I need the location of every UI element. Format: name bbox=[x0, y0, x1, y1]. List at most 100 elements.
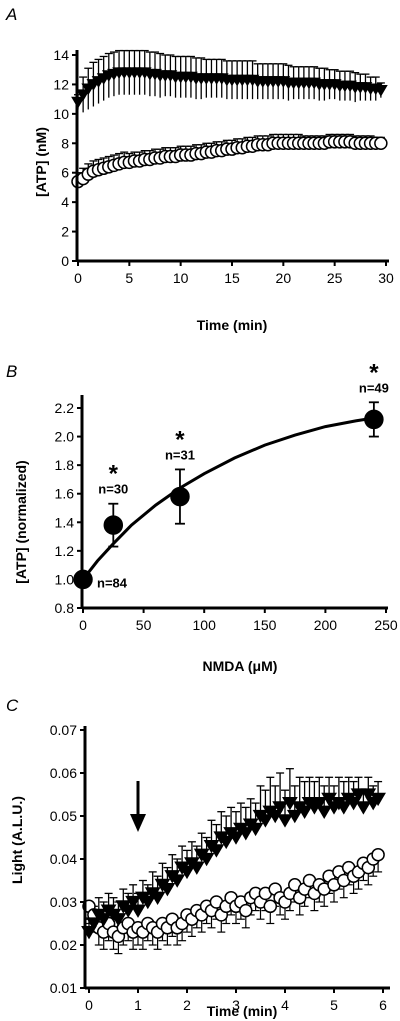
panel-c-arrow-head bbox=[130, 814, 146, 832]
panel-a-x-tick-label: 15 bbox=[224, 270, 240, 286]
panel-a-y-tick-label: 2 bbox=[61, 224, 69, 240]
panel-b-y-tick-label: 1.4 bbox=[55, 514, 75, 530]
panel-c-triangle-point bbox=[110, 913, 127, 927]
panel-c-triangle-point bbox=[335, 801, 352, 815]
panel-c-y-axis-label: Light (A.L.U.) bbox=[9, 796, 25, 884]
panel-c-circle-point bbox=[263, 899, 278, 914]
panel-a-x-axis-label: Time (min) bbox=[197, 317, 268, 333]
panel-a-chart: A 0 2 4 6 8 10 12 14 0 5 10 15 20 25 30 Time (min) [AT… bbox=[5, 5, 394, 333]
panel-c-triangle-point bbox=[198, 852, 215, 867]
panel-c-y-tick-label: 0.04 bbox=[50, 851, 77, 867]
panel-c-triangle-point bbox=[169, 874, 186, 888]
panel-c-triangle-point bbox=[277, 814, 293, 828]
panel-c-triangle-point bbox=[95, 913, 112, 927]
panel-c-y-tick-label: 0.03 bbox=[50, 894, 77, 910]
panel-b-y-tick-label: 2.0 bbox=[55, 429, 75, 445]
panel-a-y-tick-label: 12 bbox=[53, 76, 69, 92]
panel-b-fit-curve bbox=[81, 416, 375, 581]
panel-c-triangle-point bbox=[272, 801, 288, 815]
panel-b-point bbox=[364, 409, 384, 430]
panel-a-label: A bbox=[5, 5, 17, 24]
panel-a-y-tick-label: 6 bbox=[61, 165, 69, 181]
panel-c-y-tick-label: 0.06 bbox=[50, 765, 77, 781]
panel-a-x-tick-label: 20 bbox=[276, 270, 292, 286]
panel-a-y-axis-label: [ATP] (nM) bbox=[33, 127, 49, 197]
panel-c-triangle-point bbox=[247, 822, 264, 837]
panel-b-n-label: n=84 bbox=[97, 575, 128, 590]
panel-a-triangle-point bbox=[373, 85, 388, 97]
panel-c-x-axis-label: Time (min) bbox=[207, 1003, 278, 1019]
panel-b-x-tick-label: 50 bbox=[136, 617, 152, 633]
panel-c-chart: C 0.01 0.02 0.03 0.04 0.05 0.06 0.07 0 1 2 3 4 5 6 Ti… bbox=[6, 696, 390, 1019]
panel-c-triangle-point bbox=[311, 797, 328, 811]
panel-b-point bbox=[170, 486, 190, 507]
panel-a-x-tick-label: 10 bbox=[173, 270, 189, 286]
panel-c-triangle-point bbox=[228, 831, 244, 845]
panel-b-axes: 0.8 1.0 1.2 1.4 1.6 1.8 2.0 2.2 0 50 100 150 200 250 bbox=[55, 395, 398, 633]
panel-c-x-tick-label: 1 bbox=[134, 997, 142, 1013]
panel-c-y-tick-label: 0.02 bbox=[50, 937, 77, 953]
panel-a-x-tick-label: 30 bbox=[378, 270, 394, 286]
panel-c-x-tick-label: 2 bbox=[183, 997, 191, 1013]
panel-b-chart: B n=84n=30*n=31*n=49* 0.81.01.21.41.61.8… bbox=[6, 359, 398, 674]
panel-b-significance-star: * bbox=[175, 426, 185, 453]
panel-c-marks bbox=[81, 768, 386, 955]
panel-b-marks: n=84n=30*n=31*n=49* bbox=[73, 359, 389, 590]
panel-c-triangle-point bbox=[159, 883, 176, 897]
panel-c-x-tick-label: 0 bbox=[85, 997, 93, 1013]
panel-b-significance-star: * bbox=[109, 461, 119, 488]
panel-a-x-tick-label: 5 bbox=[125, 270, 133, 286]
panel-b-y-tick-label: 1.8 bbox=[55, 457, 75, 473]
panel-b-n-label: n=49 bbox=[359, 380, 389, 395]
panel-c-triangle-point bbox=[208, 844, 225, 858]
panel-c-triangle-point bbox=[350, 788, 367, 802]
panel-a-triangle-point bbox=[76, 89, 91, 102]
panel-b-x-tick-label: 100 bbox=[193, 617, 217, 633]
panel-a-circle-point bbox=[374, 136, 388, 151]
panel-c-y-tick-label: 0.07 bbox=[50, 722, 77, 738]
panel-c-triangle-point bbox=[125, 895, 141, 910]
panel-a-y-tick-label: 14 bbox=[53, 47, 69, 63]
panel-b-y-tick-label: 0.8 bbox=[55, 600, 75, 616]
panel-c-triangle-point bbox=[86, 917, 102, 931]
panel-b-x-tick-label: 250 bbox=[374, 617, 398, 633]
panel-c-circle-point bbox=[371, 847, 385, 862]
panel-a-axes: 0 2 4 6 8 10 12 14 0 5 10 15 20 25 30 bbox=[53, 47, 394, 286]
panel-c-circle-point bbox=[239, 903, 253, 918]
panel-c-x-tick-label: 4 bbox=[281, 997, 289, 1013]
panel-a-x-tick-label: 0 bbox=[74, 270, 82, 286]
panel-a-y-tick-label: 8 bbox=[61, 135, 69, 151]
panel-b-y-tick-label: 1.0 bbox=[55, 571, 75, 587]
panel-c-y-tick-label: 0.01 bbox=[50, 980, 77, 996]
panel-c-triangle-point bbox=[218, 835, 235, 850]
panel-b-x-tick-label: 0 bbox=[79, 617, 87, 633]
panel-b-label: B bbox=[6, 362, 17, 381]
panel-c-x-tick-label: 5 bbox=[330, 997, 338, 1013]
panel-a-y-tick-label: 10 bbox=[53, 106, 69, 122]
panel-c-triangle-point bbox=[370, 792, 386, 807]
panel-b-significance-star: * bbox=[369, 359, 379, 386]
panel-c-triangle-point bbox=[130, 904, 146, 918]
panel-c-axes: 0.01 0.02 0.03 0.04 0.05 0.06 0.07 0 1 2 3 4 5 6 bbox=[50, 722, 390, 1013]
panel-c-triangle-point bbox=[179, 865, 195, 880]
panel-c-triangle-point bbox=[257, 814, 274, 828]
panel-c-triangle-point bbox=[355, 801, 372, 815]
panel-b-x-tick-label: 200 bbox=[314, 617, 338, 633]
panel-b-y-tick-label: 1.2 bbox=[55, 543, 75, 559]
panel-c-triangle-point bbox=[188, 861, 205, 875]
panel-c-x-tick-label: 3 bbox=[232, 997, 240, 1013]
panel-a-y-tick-label: 4 bbox=[61, 194, 69, 210]
panel-c-triangle-point bbox=[149, 891, 166, 905]
panel-b-y-tick-label: 1.6 bbox=[55, 486, 75, 502]
panel-c-triangle-point bbox=[316, 805, 333, 819]
panel-c-triangle-point bbox=[296, 805, 313, 819]
panel-b-y-tick-label: 2.2 bbox=[55, 400, 75, 416]
panel-b-y-axis-label: [ATP] (normalized) bbox=[13, 460, 29, 583]
panel-a-x-tick-label: 25 bbox=[327, 270, 343, 286]
panel-b-point bbox=[103, 515, 124, 535]
panel-b-x-tick-label: 150 bbox=[253, 617, 277, 633]
panel-a-marks bbox=[71, 49, 388, 189]
panel-c-x-tick-label: 6 bbox=[379, 997, 387, 1013]
panel-b-n-label: n=30 bbox=[98, 482, 128, 497]
